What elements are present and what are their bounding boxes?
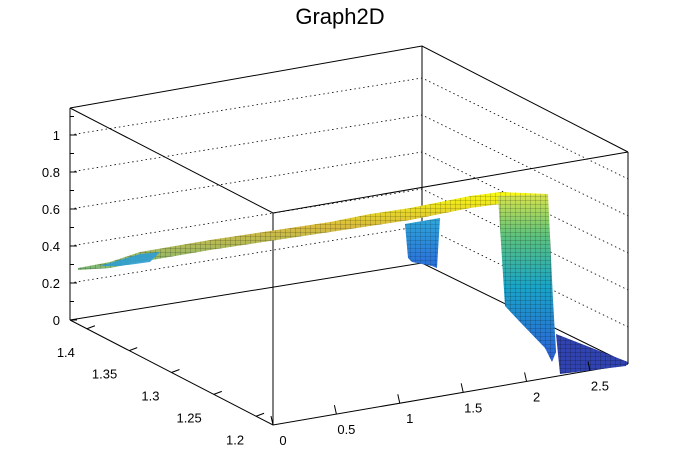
x-tick-mark bbox=[587, 361, 591, 371]
y-tick-label: 1.4 bbox=[57, 345, 75, 360]
x-tick-mark bbox=[270, 415, 274, 426]
z-tick-label: 0 bbox=[53, 313, 60, 328]
ridge-mesh bbox=[78, 192, 548, 270]
y-tick-mark bbox=[129, 347, 138, 352]
x-axis: 0 0.5 1 1.5 2 2.5 bbox=[270, 361, 609, 448]
y-tick-label: 1.25 bbox=[176, 410, 201, 425]
x-tick-mark bbox=[460, 383, 464, 393]
z-grid-line bbox=[69, 188, 629, 291]
chart-title: Graph2D bbox=[295, 4, 384, 29]
cliff-mesh bbox=[498, 194, 556, 362]
x-tick-mark bbox=[333, 404, 337, 415]
z-tick-label: 0.2 bbox=[42, 276, 60, 291]
x-tick-label: 2.5 bbox=[591, 379, 609, 394]
back-top-edge bbox=[69, 45, 629, 153]
x-tick-label: 2 bbox=[533, 389, 540, 404]
x-tick-mark bbox=[397, 394, 401, 404]
low-end-blue bbox=[100, 252, 160, 266]
z-tick-label: 0.4 bbox=[42, 239, 60, 254]
notch-mesh bbox=[405, 218, 440, 268]
y-tick-mark bbox=[213, 390, 222, 395]
z-grid-line bbox=[69, 151, 629, 254]
x-tick-label: 0.5 bbox=[337, 422, 355, 437]
z-tick-label: 0.8 bbox=[42, 165, 60, 180]
y-tick-mark bbox=[86, 325, 96, 330]
grid-lines bbox=[69, 77, 629, 328]
x-tick-label: 1.5 bbox=[464, 400, 482, 415]
z-grid-line bbox=[69, 114, 629, 217]
x-tick-label: 0 bbox=[279, 433, 286, 448]
y-tick-mark bbox=[255, 412, 265, 417]
y-tick-label: 1.3 bbox=[141, 389, 159, 404]
surface bbox=[78, 192, 628, 374]
y-axis: 1.2 1.25 1.3 1.35 1.4 bbox=[57, 325, 265, 447]
z-axis: 0 0.2 0.4 0.6 0.8 1 bbox=[42, 116, 77, 328]
x-tick-label: 1 bbox=[406, 411, 413, 426]
x-tick-mark bbox=[524, 372, 528, 382]
y-tick-label: 1.2 bbox=[226, 432, 244, 447]
floor-mesh bbox=[556, 334, 628, 374]
y-tick-label: 1.35 bbox=[92, 367, 117, 382]
z-tick-label: 0.6 bbox=[42, 202, 60, 217]
z-tick-label: 1 bbox=[53, 128, 60, 143]
z-grid-line bbox=[69, 77, 629, 180]
y-tick-mark bbox=[171, 369, 180, 373]
